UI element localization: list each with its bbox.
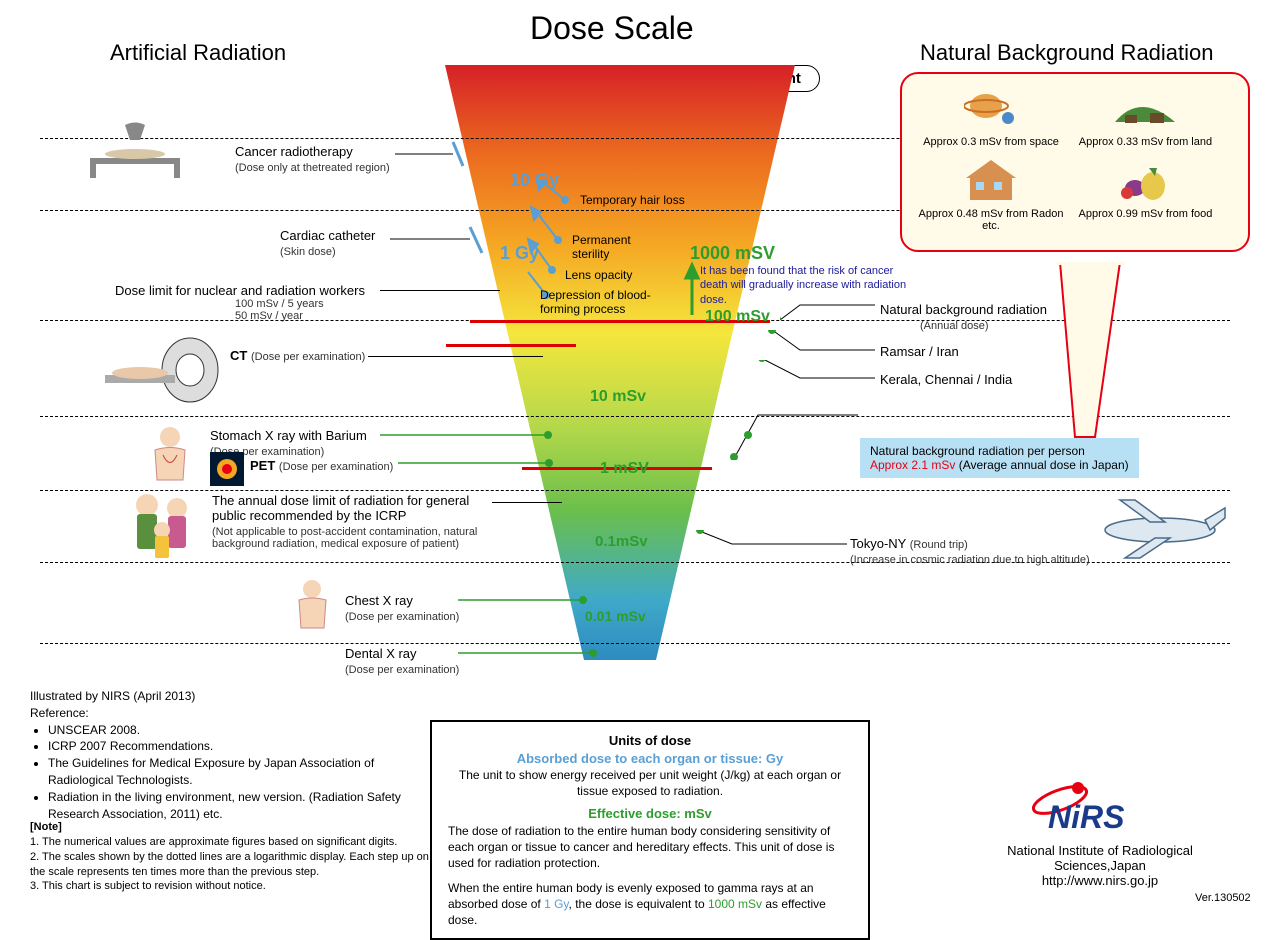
references-block: Illustrated by NIRS (April 2013) Referen… [30, 688, 410, 822]
food-icon [1070, 156, 1220, 204]
callout-radon: Approx 0.48 mSv from Radon etc. [916, 156, 1066, 232]
planet-icon [916, 84, 1066, 132]
ct-scanner-icon [100, 335, 220, 410]
scale-1000msv: 1000 mSV [690, 243, 775, 264]
ramsar-connector [760, 330, 880, 355]
worker-line [380, 290, 500, 291]
main-title: Dose Scale [530, 10, 694, 47]
natural-sources-callout: Approx 0.3 mSv from space Approx 0.33 mS… [900, 72, 1250, 252]
scale-10msv: 10 mSv [590, 388, 646, 406]
radiotherapy-tick [395, 140, 475, 170]
right-section-title: Natural Background Radiation [920, 40, 1214, 66]
chest-connector [458, 595, 593, 605]
svg-text:NiRS: NiRS [1048, 799, 1125, 835]
scale-001msv: 0.01 mSv [585, 608, 646, 624]
effect-lens: Lens opacity [565, 268, 632, 282]
red-ct-line [446, 344, 576, 347]
funnel-diagram [440, 60, 800, 670]
nirs-logo-icon: NiRS [1030, 780, 1170, 840]
callout-land: Approx 0.33 mSv from land [1070, 84, 1220, 148]
item-public-limit: The annual dose limit of radiation for g… [212, 493, 492, 550]
version-label: Ver.130502 [1195, 892, 1251, 904]
stomach-connector [380, 430, 560, 440]
ct-line [368, 356, 543, 357]
item-pet: PET (Dose per examination) [250, 458, 393, 473]
catheter-tick [390, 225, 490, 255]
item-worker-limit: Dose limit for nuclear and radiation wor… [115, 283, 365, 322]
item-ct: CT (Dose per examination) [230, 348, 365, 363]
callout-space: Approx 0.3 mSv from space [916, 84, 1066, 148]
item-tokyo-ny: Tokyo-NY (Round trip) (Increase in cosmi… [850, 536, 1090, 566]
notes-block: [Note] 1. The numerical values are appro… [30, 820, 430, 894]
callout-food: Approx 0.99 mSv from food [1070, 156, 1220, 220]
scale-01msv: 0.1mSv [595, 533, 648, 550]
land-icon [1070, 84, 1220, 132]
avg-dose-box: Natural background radiation per person … [860, 438, 1139, 478]
airplane-icon [1090, 490, 1230, 565]
item-radiotherapy: Cancer radiotherapy(Dose only at thetrea… [235, 144, 390, 174]
effect-sterility: Permanent sterility [572, 233, 652, 261]
house-icon [916, 156, 1066, 204]
avg-connector [728, 410, 863, 460]
public-line [492, 502, 562, 503]
item-natural-bg: Natural background radiation(Annual dose… [880, 302, 1047, 332]
scale-1msv: 1 mSV [600, 460, 649, 478]
effect-blood: Depression of blood-forming process [540, 288, 690, 316]
speech-tail-icon [1050, 262, 1130, 442]
units-explainer-box: Units of dose Absorbed dose to each orga… [430, 720, 870, 940]
nirs-logo-block: NiRS National Institute of Radiological … [960, 780, 1240, 888]
pet-scan-icon [210, 452, 244, 486]
kerala-connector [750, 360, 880, 385]
tokyo-connector [692, 530, 852, 550]
item-dental-xray: Dental X ray(Dose per examination) [345, 646, 459, 676]
item-kerala: Kerala, Chennai / India [880, 372, 1012, 387]
item-catheter: Cardiac catheter(Skin dose) [280, 228, 375, 258]
scale-100msv: 100 mSv [705, 308, 770, 326]
person-chest-icon [290, 578, 335, 633]
person-torso-icon [145, 425, 195, 485]
item-ramsar: Ramsar / Iran [880, 344, 959, 359]
item-chest-xray: Chest X ray(Dose per examination) [345, 593, 459, 623]
effect-hairloss: Temporary hair loss [580, 193, 685, 207]
left-section-title: Artificial Radiation [110, 40, 286, 66]
family-icon [125, 490, 205, 560]
dental-connector [458, 648, 603, 658]
radiotherapy-bed-icon [80, 120, 190, 180]
natbg-connector [780, 300, 880, 330]
pet-connector [398, 458, 558, 468]
